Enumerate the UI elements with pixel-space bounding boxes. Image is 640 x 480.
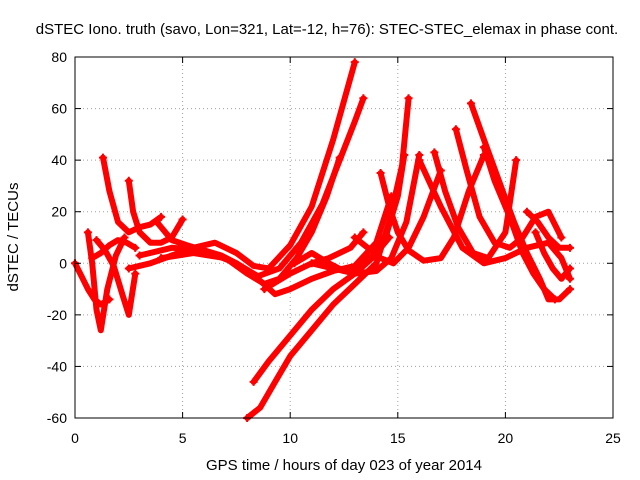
series-line-22	[416, 157, 573, 282]
y-tick-label: 60	[51, 101, 67, 117]
data-point-marker	[350, 58, 359, 67]
data-point-marker	[92, 236, 101, 245]
data-point-marker	[451, 125, 460, 134]
x-tick-label: 10	[282, 430, 298, 446]
data-point-marker	[152, 218, 161, 227]
data-point-marker	[359, 228, 368, 237]
data-point-marker	[249, 377, 258, 386]
data-point-marker	[565, 274, 574, 283]
y-tick-label: 80	[51, 49, 67, 65]
data-point-marker	[376, 169, 385, 178]
data-point-marker	[335, 153, 344, 162]
y-axis-label: dSTEC / TECUs	[5, 183, 22, 292]
data-point-marker	[522, 207, 531, 216]
data-point-marker	[290, 259, 299, 268]
data-point-marker	[385, 233, 394, 242]
data-point-marker	[88, 254, 97, 263]
data-point-marker	[565, 264, 574, 273]
series-line-1	[84, 229, 128, 334]
data-point-marker	[124, 264, 133, 273]
data-point-marker	[550, 295, 559, 304]
data-point-marker	[83, 228, 92, 237]
y-tick-label: 40	[51, 152, 67, 168]
data-point-marker	[479, 143, 488, 152]
data-point-marker	[415, 156, 424, 165]
data-point-marker	[557, 233, 566, 242]
data-point-marker	[404, 94, 413, 103]
data-point-marker	[124, 176, 133, 185]
chart-title: dSTEC Iono. truth (savo, Lon=321, Lat=-1…	[36, 21, 618, 38]
data-point-marker	[531, 228, 540, 237]
series-line-17	[377, 152, 487, 264]
data-point-marker	[565, 285, 574, 294]
series-line-5	[89, 237, 139, 262]
series-line-7	[125, 59, 358, 272]
y-tick-label: 20	[51, 204, 67, 220]
data-point-marker	[430, 148, 439, 157]
data-point-marker	[135, 251, 144, 260]
y-tick-label: -60	[47, 410, 67, 426]
x-tick-label: 25	[605, 430, 621, 446]
ticks: 0 5 10 15 20 25 -60 -40 -20 0 20 40 60 80	[47, 49, 621, 446]
series-line-16	[351, 167, 444, 267]
data-point-marker	[200, 246, 209, 255]
data-point-marker	[359, 94, 368, 103]
data-point-marker	[307, 259, 316, 268]
series-line-8	[136, 95, 367, 280]
x-axis-label: GPS time / hours of day 023 of year 2014	[206, 457, 482, 474]
series-line-24	[532, 229, 573, 282]
y-tick-label: -20	[47, 307, 67, 323]
data-point-marker	[157, 254, 166, 263]
x-tick-label: 0	[71, 430, 79, 446]
x-tick-label: 15	[390, 430, 406, 446]
data-point-marker	[565, 243, 574, 252]
data-series	[71, 58, 574, 422]
y-tick-label: 0	[59, 255, 67, 271]
data-point-marker	[466, 99, 475, 108]
data-point-marker	[98, 153, 107, 162]
series-line-2	[100, 154, 165, 236]
y-tick-label: -40	[47, 358, 67, 374]
series-line-23	[523, 208, 573, 251]
data-point-marker	[512, 156, 521, 165]
data-point-marker	[400, 150, 409, 159]
series-line-10	[201, 193, 395, 298]
data-point-marker	[350, 233, 359, 242]
data-point-marker	[157, 212, 166, 221]
x-tick-label: 5	[179, 430, 187, 446]
data-point-marker	[260, 285, 269, 294]
data-point-marker	[131, 243, 140, 252]
data-point-marker	[131, 269, 140, 278]
data-point-marker	[178, 215, 187, 224]
series-line-19	[452, 126, 565, 251]
x-tick-label: 20	[498, 430, 514, 446]
plot-frame	[74, 56, 614, 419]
